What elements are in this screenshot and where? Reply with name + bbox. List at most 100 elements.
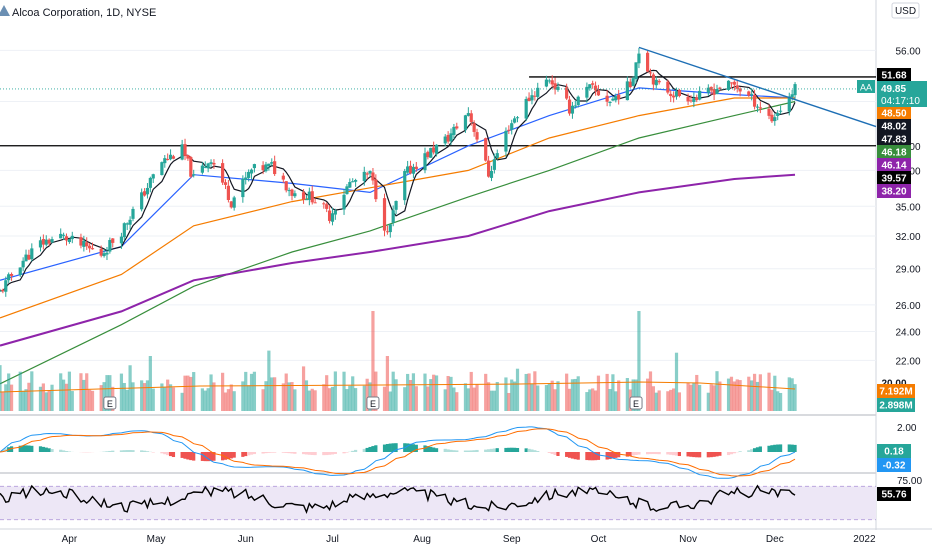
- candle-body: [759, 107, 762, 108]
- volume-bar: [516, 369, 519, 411]
- volume-bar: [192, 372, 195, 411]
- candle-body: [715, 89, 718, 94]
- macd-histogram-bar: [273, 452, 276, 453]
- candle-body: [386, 231, 389, 232]
- volume-bar: [467, 388, 470, 411]
- volume-bar: [739, 380, 742, 411]
- candle[interactable]: [189, 156, 192, 178]
- volume-bar: [487, 382, 490, 411]
- candle[interactable]: [429, 148, 432, 158]
- candle-body: [149, 178, 152, 188]
- candle-body: [467, 113, 470, 116]
- volume-bar: [475, 385, 478, 411]
- volume-bar: [753, 374, 756, 411]
- volume-bar: [412, 373, 415, 411]
- candle-body: [241, 179, 244, 197]
- candle-body: [588, 84, 591, 88]
- macd-histogram-bar: [285, 452, 288, 453]
- macd-histogram-bar: [27, 445, 30, 452]
- candle-body: [530, 95, 533, 100]
- candle-body: [776, 113, 779, 116]
- volume-bar: [565, 374, 568, 411]
- candle-body: [42, 239, 45, 245]
- candle-body: [328, 211, 331, 221]
- y-tick-label: 22.00: [895, 356, 920, 367]
- macd-histogram-bar: [42, 447, 45, 452]
- volume-bar: [779, 393, 782, 411]
- candle[interactable]: [666, 80, 669, 95]
- macd-histogram-bar: [366, 448, 369, 452]
- volume-bar: [689, 385, 692, 411]
- volume-bar: [250, 374, 253, 411]
- candle[interactable]: [525, 97, 528, 121]
- volume-bar: [227, 389, 230, 411]
- volume-bar: [233, 391, 236, 411]
- macd-histogram-bar: [172, 452, 175, 457]
- volume-bar: [24, 389, 27, 411]
- macd-histogram-bar: [48, 448, 51, 452]
- candle[interactable]: [221, 159, 224, 185]
- candle-body: [204, 167, 207, 168]
- macd-histogram-bar: [571, 452, 574, 459]
- volume-bar: [429, 379, 432, 411]
- signal-value: -0.32: [883, 461, 906, 472]
- volume-bar: [371, 311, 374, 411]
- volume-bar: [152, 389, 155, 411]
- candle[interactable]: [646, 51, 649, 72]
- macd-histogram-bar: [181, 452, 184, 458]
- macd-histogram-bar: [282, 452, 285, 453]
- price-label: 48.02: [881, 122, 906, 133]
- candle-body: [692, 98, 695, 102]
- candle-body: [48, 240, 51, 244]
- volume-last-label: 2.898M: [879, 401, 912, 412]
- volume-bar: [59, 373, 62, 411]
- volume-bar: [183, 376, 186, 411]
- volume-bar: [88, 390, 91, 411]
- macd-histogram-bar: [695, 452, 698, 457]
- candle-body: [394, 201, 397, 210]
- candle[interactable]: [160, 161, 163, 175]
- candle-body: [423, 153, 426, 170]
- volume-bar: [204, 391, 207, 411]
- macd-histogram-bar: [513, 448, 516, 452]
- macd-histogram-bar: [189, 452, 192, 460]
- macd-histogram-bar: [710, 452, 713, 457]
- macd-histogram-bar: [39, 446, 42, 452]
- macd-histogram-bar: [305, 452, 308, 454]
- macd-histogram-bar: [244, 452, 247, 456]
- volume-bar: [221, 373, 224, 411]
- volume-bar: [611, 374, 614, 411]
- volume-bar: [698, 385, 701, 411]
- candle[interactable]: [383, 194, 386, 237]
- candle-body: [62, 235, 65, 236]
- volume-bar: [342, 372, 345, 411]
- candle-body: [406, 166, 409, 172]
- y-tick-label: 32.00: [895, 232, 920, 243]
- volume-bar: [513, 382, 516, 411]
- candle-body: [363, 172, 366, 181]
- macd-histogram-bar: [678, 452, 681, 456]
- candle-body: [412, 167, 415, 174]
- macd-histogram-bar: [253, 452, 256, 454]
- macd-histogram-bar: [507, 448, 510, 452]
- macd-histogram-bar: [707, 452, 710, 457]
- volume-bar: [62, 380, 65, 411]
- macd-histogram-bar: [718, 452, 721, 456]
- macd-histogram-bar: [470, 450, 473, 452]
- macd-histogram-bar: [233, 452, 236, 458]
- macd-histogram-bar: [525, 448, 528, 452]
- macd-histogram-bar: [759, 446, 762, 452]
- macd-histogram-bar: [62, 450, 65, 452]
- candle-body: [102, 253, 105, 256]
- candle-body: [675, 91, 678, 96]
- candle-body: [392, 210, 395, 222]
- candle-body: [282, 176, 285, 180]
- volume-bar: [747, 377, 750, 411]
- macd-histogram-bar: [510, 448, 513, 452]
- candle[interactable]: [403, 169, 406, 205]
- candle[interactable]: [484, 138, 487, 162]
- volume-bar: [71, 391, 74, 411]
- macd-histogram-bar: [632, 452, 635, 455]
